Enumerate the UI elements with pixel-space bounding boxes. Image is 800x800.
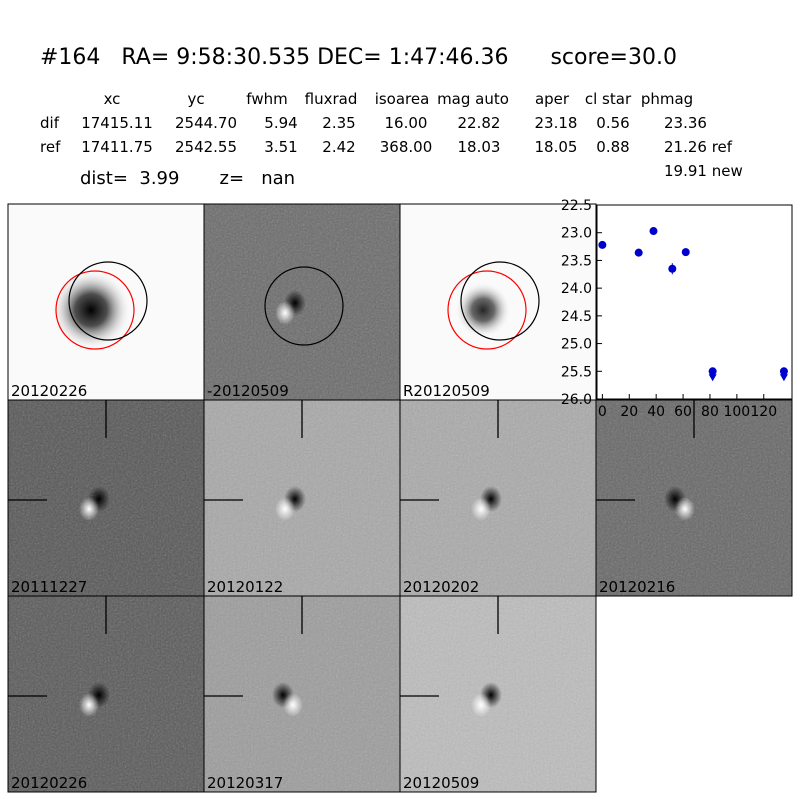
panel-label: R20120509 bbox=[403, 382, 490, 400]
cell: 22.82 bbox=[458, 114, 501, 132]
cell: 3.51 bbox=[264, 138, 297, 156]
title: #164 RA= 9:58:30.535 DEC= 1:47:46.36 sco… bbox=[40, 45, 677, 70]
panel-label: 20120509 bbox=[403, 774, 479, 792]
bright-lobe bbox=[79, 497, 99, 521]
column-header: aper bbox=[535, 90, 570, 108]
image-panel: 20120509 bbox=[399, 595, 597, 793]
x-tick-label: 80 bbox=[701, 404, 719, 420]
x-tick-label: 120 bbox=[750, 404, 777, 420]
black-circle bbox=[460, 261, 540, 341]
cell: 18.03 bbox=[458, 138, 501, 156]
cell: 5.94 bbox=[264, 114, 297, 132]
bright-lobe bbox=[471, 497, 491, 521]
image-panel: 20120216 bbox=[595, 399, 793, 597]
image-panel: -20120509 bbox=[203, 203, 401, 401]
cell: 23.18 bbox=[535, 114, 578, 132]
point bbox=[668, 264, 677, 273]
y-tick-label: 24.5 bbox=[561, 309, 592, 325]
cell: 18.05 bbox=[535, 138, 578, 156]
column-header: cl star bbox=[585, 90, 632, 108]
panel-label: 20120226 bbox=[11, 382, 87, 400]
image-panel: 20120317 bbox=[203, 595, 401, 793]
cell: 17411.75 bbox=[81, 138, 153, 156]
cell: 2544.70 bbox=[175, 114, 237, 132]
column-header: xc bbox=[104, 90, 121, 108]
column-header: yc bbox=[187, 90, 204, 108]
panel-label: -20120509 bbox=[207, 382, 289, 400]
row-name: dif bbox=[40, 114, 60, 132]
red-circle bbox=[55, 270, 135, 350]
panel-label: 20120216 bbox=[599, 578, 675, 596]
bright-lobe bbox=[79, 693, 99, 717]
bright-lobe bbox=[471, 693, 491, 717]
panel-label: 20120122 bbox=[207, 578, 283, 596]
x-tick-label: 100 bbox=[723, 404, 750, 420]
point bbox=[779, 367, 788, 376]
image-panel: R20120509 bbox=[399, 203, 597, 401]
panel-label: 20111227 bbox=[11, 578, 87, 596]
point bbox=[598, 240, 607, 249]
y-tick-label: 23.5 bbox=[561, 253, 592, 269]
point bbox=[708, 367, 717, 376]
cell: 0.56 bbox=[596, 114, 629, 132]
extra: 19.91 new bbox=[664, 162, 743, 180]
panel-label: 20120317 bbox=[207, 774, 283, 792]
x-tick-label: 20 bbox=[620, 404, 638, 420]
y-tick-label: 25.5 bbox=[561, 364, 592, 380]
cell: 16.00 bbox=[385, 114, 428, 132]
panel-border bbox=[399, 595, 597, 793]
limit-arrow bbox=[779, 374, 788, 382]
image-panel: 20120226 bbox=[7, 203, 205, 401]
cell: 2542.55 bbox=[175, 138, 237, 156]
image-panel: 20111227 bbox=[7, 399, 205, 597]
point bbox=[681, 248, 690, 257]
cell: 2.42 bbox=[322, 138, 355, 156]
bright-lobe bbox=[275, 497, 295, 521]
black-circle bbox=[68, 261, 148, 341]
column-header: mag auto bbox=[437, 90, 509, 108]
limit-arrow bbox=[708, 374, 717, 382]
row-name: ref bbox=[40, 138, 61, 156]
panel-label: 20120226 bbox=[11, 774, 87, 792]
panel-label: 20120202 bbox=[403, 578, 479, 596]
x-tick-label: 40 bbox=[647, 404, 665, 420]
x-tick-label: 60 bbox=[674, 404, 692, 420]
x-tick-label: 0 bbox=[598, 404, 607, 420]
image-panel: 20120226 bbox=[7, 595, 205, 793]
panel-border bbox=[595, 399, 793, 597]
source bbox=[455, 282, 511, 338]
black-circle bbox=[264, 266, 344, 346]
cell: 368.00 bbox=[380, 138, 433, 156]
image-panel: 20120202 bbox=[399, 399, 597, 597]
point bbox=[649, 227, 658, 236]
y-tick-label: 22.5 bbox=[561, 198, 592, 214]
column-header: fluxrad bbox=[305, 90, 358, 108]
bright-lobe bbox=[283, 693, 303, 717]
column-header: fwhm bbox=[246, 90, 287, 108]
dist: dist= 3.99 z= nan bbox=[80, 168, 295, 189]
cell: 23.36 bbox=[664, 114, 707, 132]
cell: 17415.11 bbox=[81, 114, 153, 132]
y-tick-label: 23.0 bbox=[561, 226, 592, 242]
cell: 0.88 bbox=[596, 138, 629, 156]
red-circle bbox=[447, 270, 527, 350]
y-tick-label: 26.0 bbox=[561, 392, 592, 408]
point bbox=[634, 248, 643, 257]
column-header: isoarea bbox=[375, 90, 430, 108]
cell: 2.35 bbox=[322, 114, 355, 132]
y-tick-label: 25.0 bbox=[561, 337, 592, 353]
cell: 21.26 ref bbox=[664, 138, 733, 156]
image-panel: 20120122 bbox=[203, 399, 401, 597]
bright-lobe bbox=[275, 301, 295, 325]
bright-lobe bbox=[675, 497, 695, 521]
plot-area bbox=[596, 204, 793, 400]
column-header: phmag bbox=[641, 90, 693, 108]
y-tick-label: 24.0 bbox=[561, 281, 592, 297]
